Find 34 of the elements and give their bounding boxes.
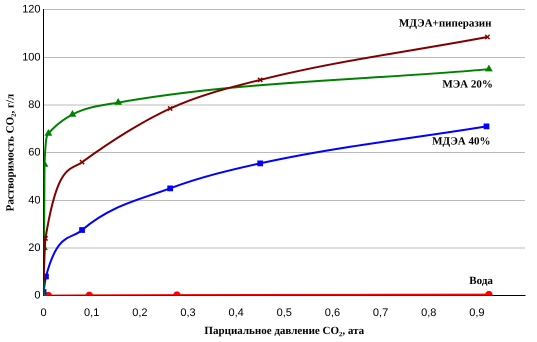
point <box>44 236 48 242</box>
x-axis-title: Парциальное давление CO₂, ата <box>204 325 365 338</box>
x-tick-label: 0,1 <box>84 307 100 320</box>
point <box>79 159 85 166</box>
x-tick-label: 0,5 <box>276 307 292 320</box>
x-tick-label: 0,7 <box>372 307 388 320</box>
y-tick-label: 100 <box>22 51 41 64</box>
x-tick-label: 0,9 <box>469 307 485 320</box>
y-axis-title: Растворимость CO₂, г/л <box>4 94 16 212</box>
series-label: Вода <box>469 274 494 287</box>
series-label: МДЭА 40% <box>432 136 490 148</box>
y-tick-label: 0 <box>34 290 41 302</box>
y-tick-label: 120 <box>22 4 41 16</box>
y-tick-label: 20 <box>28 242 41 254</box>
series-label: МДЭА+пиперазин <box>398 17 492 30</box>
x-tick-label: 0,6 <box>324 307 340 320</box>
point <box>79 227 85 233</box>
y-tick-label: 60 <box>28 146 41 159</box>
series-label: МЭА 20% <box>442 78 493 91</box>
y-tick-label: 80 <box>28 98 41 111</box>
point <box>257 160 264 166</box>
point <box>69 110 76 117</box>
point <box>484 124 490 130</box>
x-tick-label: 0,8 <box>421 307 436 320</box>
x-tick-label: 0,4 <box>228 307 244 320</box>
point <box>167 106 174 112</box>
point <box>114 98 122 105</box>
point <box>45 130 52 136</box>
point <box>167 185 174 192</box>
y-tick-label: 40 <box>28 194 41 206</box>
point <box>486 65 492 72</box>
x-tick-label: 0,2 <box>132 307 148 320</box>
x-tick-label: 0,3 <box>180 307 196 320</box>
point <box>257 77 264 83</box>
